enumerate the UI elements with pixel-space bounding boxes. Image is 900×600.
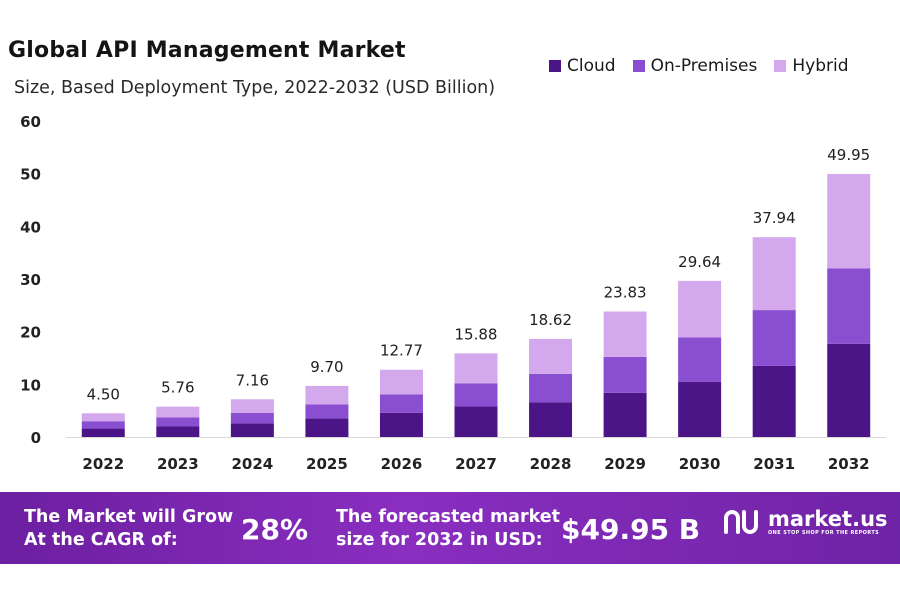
x-tick-label: 2026	[381, 455, 423, 473]
bar-cloud-2022	[81, 428, 125, 437]
x-tick-label: 2029	[604, 455, 646, 473]
bar-on-premises-2026	[379, 394, 423, 413]
total-label-2032: 49.95	[827, 146, 870, 164]
forecast-value: $49.95 B	[561, 513, 701, 546]
bar-on-premises-2031	[752, 310, 796, 366]
total-label-2023: 5.76	[161, 379, 194, 397]
x-tick-label: 2022	[82, 455, 124, 473]
logo-name: market.us	[768, 507, 888, 531]
legend-label-on-premises: On-Premises	[650, 56, 758, 76]
y-tick-label: 60	[20, 113, 41, 131]
bar-on-premises-2024	[230, 412, 274, 424]
y-tick-label: 50	[20, 166, 41, 184]
legend-label-hybrid: Hybrid	[792, 56, 849, 76]
forecast-text: The forecasted market size for 2032 in U…	[336, 506, 560, 552]
bar-hybrid-2030	[678, 280, 722, 338]
y-tick-label: 20	[20, 324, 41, 342]
x-tick-label: 2024	[231, 455, 273, 473]
bar-on-premises-2030	[678, 337, 722, 382]
legend-item-hybrid: Hybrid	[774, 56, 848, 76]
bar-on-premises-2027	[454, 383, 498, 407]
bar-cloud-2025	[305, 418, 349, 437]
bar-hybrid-2023	[156, 406, 200, 418]
bar-hybrid-2022	[81, 413, 125, 422]
bar-hybrid-2029	[603, 311, 647, 357]
total-label-2028: 18.62	[529, 311, 572, 329]
chart-title: Global API Management Market	[8, 38, 406, 63]
bar-on-premises-2028	[529, 373, 573, 403]
bar-hybrid-2024	[230, 399, 274, 413]
x-tick-label: 2032	[828, 455, 870, 473]
bar-hybrid-2026	[379, 369, 423, 395]
x-tick-label: 2031	[753, 455, 795, 473]
bar-chart: 01020304050604.5020225.7620237.1620249.7…	[20, 113, 886, 473]
total-label-2031: 37.94	[753, 209, 796, 227]
bar-hybrid-2032	[827, 173, 871, 269]
total-label-2024: 7.16	[236, 371, 269, 389]
total-label-2026: 12.77	[380, 342, 423, 360]
chart-subtitle: Size, Based Deployment Type, 2022-2032 (…	[14, 78, 496, 98]
logo-tagline: ONE STOP SHOP FOR THE REPORTS	[768, 530, 880, 536]
bar-cloud-2031	[752, 365, 796, 437]
bar-on-premises-2022	[81, 421, 125, 429]
total-label-2029: 23.83	[604, 283, 647, 301]
y-tick-label: 30	[20, 271, 41, 289]
legend-swatch-cloud	[549, 60, 561, 72]
bar-hybrid-2027	[454, 353, 498, 384]
bar-cloud-2029	[603, 392, 647, 437]
y-tick-label: 10	[20, 376, 41, 394]
bar-cloud-2024	[230, 423, 274, 437]
legend-label-cloud: Cloud	[567, 56, 616, 76]
cagr-text: The Market will Grow At the CAGR of:	[24, 506, 233, 552]
bar-hybrid-2025	[305, 385, 349, 405]
bar-on-premises-2025	[305, 404, 349, 419]
bar-cloud-2026	[379, 412, 423, 437]
total-label-2027: 15.88	[455, 325, 498, 343]
x-tick-label: 2028	[530, 455, 572, 473]
legend-item-cloud: Cloud	[549, 56, 616, 76]
x-tick-label: 2027	[455, 455, 497, 473]
market-us-logo-icon	[724, 510, 758, 534]
bar-cloud-2032	[827, 343, 871, 437]
bar-hybrid-2028	[529, 338, 573, 374]
bar-on-premises-2023	[156, 417, 200, 427]
market-us-logo[interactable]: market.us ONE STOP SHOP FOR THE REPORTS	[722, 508, 888, 536]
bar-cloud-2030	[678, 381, 722, 437]
legend: Cloud On-Premises Hybrid	[549, 56, 865, 76]
bar-cloud-2027	[454, 406, 498, 437]
total-label-2025: 9.70	[310, 358, 343, 376]
y-tick-label: 40	[20, 218, 41, 236]
bar-on-premises-2032	[827, 268, 871, 344]
footer-banner: The Market will Grow At the CAGR of: 28%…	[0, 492, 900, 564]
forecast-text-line1: The forecasted market	[336, 507, 561, 527]
bar-cloud-2028	[529, 402, 573, 437]
legend-swatch-on-premises	[632, 60, 645, 72]
cagr-value: 28%	[241, 513, 309, 546]
y-tick-label: 0	[31, 429, 41, 447]
x-tick-label: 2023	[157, 455, 199, 473]
cagr-text-line2: At the CAGR of:	[24, 530, 178, 550]
cagr-text-line1: The Market will Grow	[24, 507, 234, 527]
bar-cloud-2023	[156, 426, 200, 437]
bar-hybrid-2031	[752, 237, 796, 311]
total-label-2022: 4.50	[87, 385, 120, 403]
x-tick-label: 2030	[679, 455, 721, 473]
x-tick-label: 2025	[306, 455, 348, 473]
legend-swatch-hybrid	[774, 60, 787, 72]
bar-on-premises-2029	[603, 356, 647, 393]
forecast-text-line2: size for 2032 in USD:	[336, 530, 543, 550]
total-label-2030: 29.64	[678, 253, 721, 271]
legend-item-on-premises: On-Premises	[632, 56, 758, 76]
